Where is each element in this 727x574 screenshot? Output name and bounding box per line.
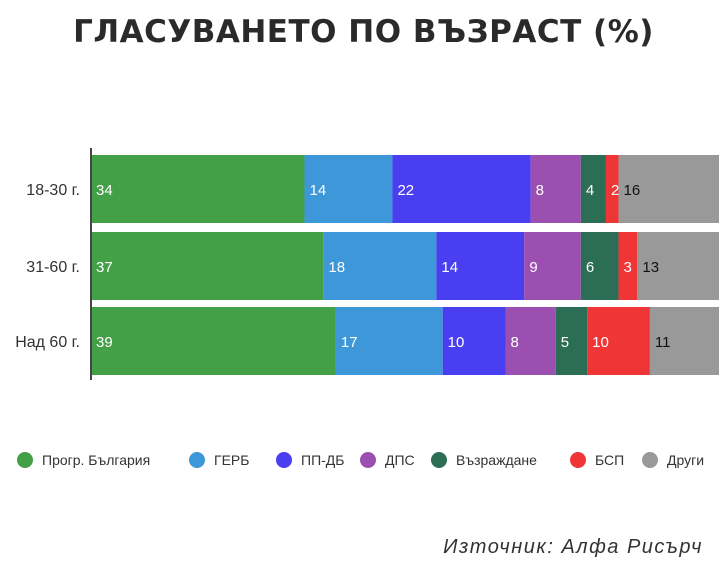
data-label: 13 bbox=[642, 259, 659, 276]
legend-marker bbox=[17, 452, 33, 468]
legend-label: Прогр. България bbox=[42, 452, 150, 468]
data-label: 11 bbox=[655, 334, 671, 351]
data-label: 18 bbox=[328, 259, 345, 276]
data-label: 22 bbox=[397, 182, 414, 199]
data-label: 17 bbox=[341, 334, 358, 351]
bar-segment bbox=[335, 307, 443, 375]
chart-title: ГЛАСУВАНЕТО ПО ВЪЗРАСТ (%) bbox=[73, 14, 654, 50]
data-label: 3 bbox=[624, 259, 632, 276]
bar-segment bbox=[505, 307, 556, 375]
bar-segment bbox=[442, 307, 506, 375]
bar-segment bbox=[91, 155, 305, 223]
legend-marker bbox=[276, 452, 292, 468]
bar-segment bbox=[91, 307, 336, 375]
bar-segment bbox=[392, 155, 531, 223]
legend-marker bbox=[360, 452, 376, 468]
data-label: 6 bbox=[586, 259, 594, 276]
legend-label: Възраждане bbox=[456, 452, 537, 468]
data-label: 14 bbox=[310, 182, 327, 199]
bar-segment bbox=[91, 232, 324, 300]
bar-segment bbox=[605, 155, 619, 223]
data-label: 34 bbox=[96, 182, 113, 199]
bar-segment bbox=[580, 232, 619, 300]
category-label: Над 60 г. bbox=[15, 334, 80, 351]
bar-segment bbox=[649, 307, 719, 375]
source-note: Източник: Алфа Рисърч bbox=[443, 536, 703, 558]
data-label: 10 bbox=[592, 334, 609, 351]
legend-marker bbox=[431, 452, 447, 468]
bar-segment bbox=[436, 232, 525, 300]
data-label: 39 bbox=[96, 334, 113, 351]
legend-label: Други bbox=[667, 452, 704, 468]
legend-label: ПП-ДБ bbox=[301, 452, 344, 468]
bar-segment bbox=[580, 155, 606, 223]
legend-label: БСП bbox=[595, 452, 624, 468]
bar-segment bbox=[524, 232, 581, 300]
data-label: 9 bbox=[529, 259, 537, 276]
bar-segment bbox=[618, 232, 638, 300]
category-label: 31-60 г. bbox=[26, 259, 80, 276]
data-label: 14 bbox=[441, 259, 458, 276]
data-label: 16 bbox=[624, 182, 641, 199]
legend-label: ГЕРБ bbox=[214, 452, 249, 468]
bar-segment bbox=[637, 232, 719, 300]
legend-marker bbox=[570, 452, 586, 468]
bar-segment bbox=[587, 307, 650, 375]
bar-segment bbox=[555, 307, 588, 375]
bar-segment bbox=[618, 155, 719, 223]
category-label: 18-30 г. bbox=[26, 182, 80, 199]
bar-segment bbox=[323, 232, 437, 300]
data-label: 37 bbox=[96, 259, 113, 276]
data-label: 10 bbox=[448, 334, 465, 351]
legend-label: ДПС bbox=[385, 452, 415, 468]
legend-marker bbox=[189, 452, 205, 468]
data-label: 4 bbox=[586, 182, 594, 199]
data-label: 2 bbox=[611, 182, 619, 199]
bar-segment bbox=[530, 155, 581, 223]
data-label: 8 bbox=[536, 182, 544, 199]
bar-segment bbox=[304, 155, 393, 223]
data-label: 5 bbox=[561, 334, 569, 351]
data-label: 8 bbox=[510, 334, 518, 351]
legend-marker bbox=[642, 452, 658, 468]
